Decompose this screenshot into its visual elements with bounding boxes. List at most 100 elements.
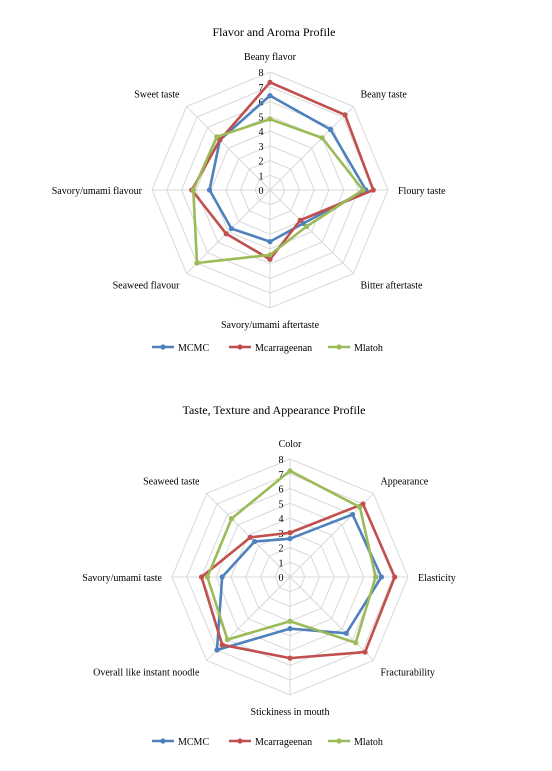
tick-label: 2 [259,157,264,168]
tick-label: 7 [279,470,284,481]
tick-label: 1 [279,558,284,569]
axis-label: Color [279,439,302,450]
data-point [287,618,293,624]
data-point [343,630,349,636]
legend-label: MCMC [178,737,209,748]
tick-label: 0 [259,186,264,197]
series-line [200,502,397,660]
legend-entry: MCMC [152,343,209,354]
data-point [224,636,231,643]
axis-label: Stickiness in mouth [251,707,330,718]
data-point [372,574,379,580]
data-point [190,187,196,193]
tick-label: 5 [279,499,284,510]
data-point [287,626,293,632]
legend-marker [237,738,243,744]
tick-label: 7 [259,83,264,94]
tick-label: 3 [259,142,264,153]
data-point [327,126,334,133]
legend-entry: Mlatoh [328,343,383,354]
axis-label: Fracturability [381,668,435,679]
axis-label: Appearance [381,476,429,487]
axis-label: Seaweed flavour [113,281,181,292]
legend-label: MCMC [178,343,209,354]
axis-spoke [289,576,374,661]
data-point [360,187,366,193]
axis-label: Sweet taste [134,89,180,100]
tick-label: 2 [279,544,284,555]
data-point [219,642,225,648]
radar-chart-2: Taste, Texture and Appearance Profile 0 1 2… [82,403,456,748]
legend-label: Mcarrageenan [255,737,312,748]
data-point [251,538,258,545]
data-point [198,574,205,580]
legend-marker [160,344,166,350]
axis-label: Bitter aftertaste [361,281,423,292]
axis-spoke [206,493,291,578]
legend-entry: Mlatoh [328,737,383,748]
axis-spoke [186,106,271,191]
data-point [303,223,310,230]
data-point [267,79,273,85]
data-point [287,468,293,474]
data-point [214,134,220,140]
legend-marker [336,738,342,744]
data-point [214,647,220,653]
data-point [194,260,200,266]
data-point [342,112,348,118]
data-point [267,116,273,122]
data-point [362,649,368,655]
tick-label: 5 [259,112,264,123]
data-point [378,574,385,580]
axis-spoke [186,189,271,274]
data-point [223,231,229,237]
legend-label: Mlatoh [354,343,383,354]
data-point [287,655,293,661]
legend-entry: MCMC [152,737,209,748]
tick-label: 4 [259,127,264,138]
chart-title: Flavor and Aroma Profile [213,25,336,39]
data-point [392,574,398,580]
data-point [297,217,303,223]
data-point [267,256,273,262]
data-point [267,252,273,258]
legend-entry: Mcarrageenan [229,343,312,354]
tick-label: 6 [279,485,284,496]
axis-label: Seaweed taste [143,476,200,487]
axis-spoke [269,189,354,274]
data-point [206,187,213,193]
axis-label: Savory/umami aftertaste [221,320,320,331]
tick-label: 4 [279,514,284,525]
data-point [267,93,273,99]
data-point [319,135,325,141]
legend-marker [237,344,243,350]
data-point [228,515,235,522]
legend-marker [336,344,342,350]
data-point [370,187,376,193]
axis-spoke [269,106,354,191]
legend-label: Mcarrageenan [255,343,312,354]
legend-label: Mlatoh [354,737,383,748]
tick-label: 1 [259,171,264,182]
data-point [287,530,293,536]
axis-label: Beany taste [361,89,408,100]
data-point [267,239,273,245]
axis-label: Elasticity [418,573,456,584]
tick-label: 8 [279,455,284,466]
axis-label: Savory/umami flavour [52,186,143,197]
data-point [228,225,235,232]
tick-label: 8 [259,68,264,79]
chart-title: Taste, Texture and Appearance Profile [182,403,365,417]
data-point [353,640,359,646]
data-point [219,574,225,580]
data-point [349,511,356,518]
axis-label: Floury taste [398,186,446,197]
tick-label: 0 [279,573,284,584]
data-point [204,574,210,580]
data-point [247,534,253,540]
data-point [287,536,293,542]
axis-label: Savory/umami taste [82,573,162,584]
